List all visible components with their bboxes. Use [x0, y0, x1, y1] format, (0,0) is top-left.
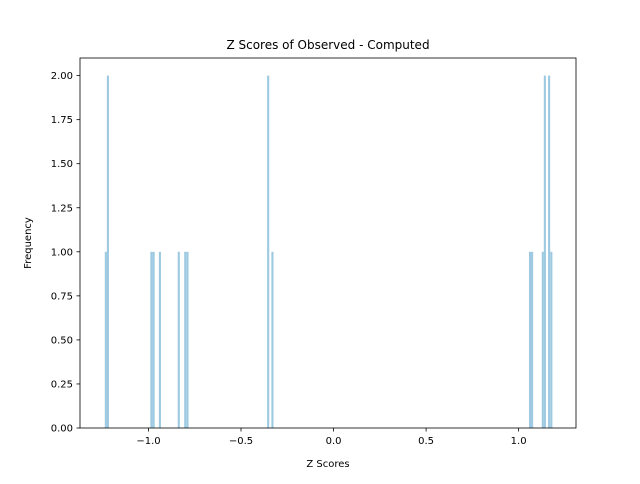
histogram-bar	[548, 75, 551, 429]
x-tick-label: 0.0	[326, 436, 342, 447]
histogram-bar	[543, 75, 546, 429]
histogram-bar	[158, 251, 161, 428]
y-tick-label: 1.00	[51, 247, 73, 258]
plot-frame	[79, 57, 577, 429]
y-tick-label: 1.75	[51, 115, 73, 126]
histogram-bar	[550, 251, 553, 428]
x-axis-label: Z Scores	[306, 459, 349, 470]
histogram-bar	[528, 251, 532, 428]
x-tick-label: 0.5	[418, 436, 434, 447]
histogram-bar	[152, 251, 155, 428]
chart-title: Z Scores of Observed - Computed	[226, 38, 429, 52]
histogram-bar	[184, 251, 187, 428]
histogram-bar	[267, 75, 270, 429]
y-tick-label: 1.50	[51, 159, 73, 170]
x-tick-label: −0.5	[229, 436, 253, 447]
x-tick-label: −1.0	[136, 436, 160, 447]
y-tick-label: 0.75	[51, 291, 73, 302]
x-tick-label: 1.0	[511, 436, 527, 447]
histogram-bar	[104, 251, 107, 428]
histogram-bar	[271, 251, 274, 428]
y-tick-label: 1.25	[51, 203, 73, 214]
y-tick-label: 0.00	[51, 424, 73, 435]
histogram-bar	[177, 251, 180, 428]
y-axis-label: Frequency	[23, 217, 34, 269]
bars-group	[104, 75, 553, 429]
y-tick-label: 2.00	[51, 71, 73, 82]
y-ticks-group: 0.00 0.25 0.50 0.75 1.00 1.25 1.50 1.75 2.00	[51, 71, 80, 435]
histogram-bar	[541, 251, 544, 428]
y-tick-label: 0.25	[51, 379, 73, 390]
y-tick-label: 0.50	[51, 335, 73, 346]
histogram-bar	[186, 251, 189, 428]
histogram-bar	[150, 251, 153, 428]
histogram-bar	[106, 75, 109, 429]
x-ticks-group: −1.0 −0.5 0.0 0.5 1.0	[136, 428, 527, 447]
histogram-bar	[531, 251, 534, 428]
